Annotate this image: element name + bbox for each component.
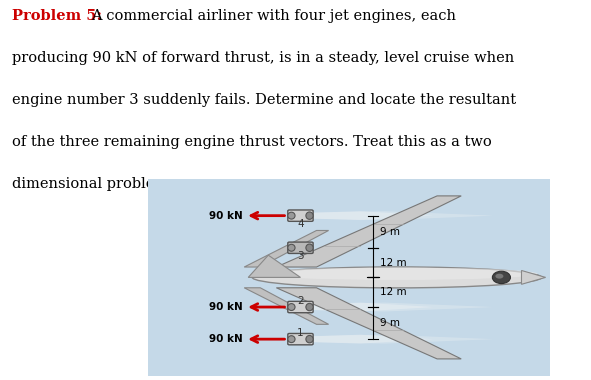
Ellipse shape <box>306 212 313 219</box>
Ellipse shape <box>288 212 295 219</box>
Ellipse shape <box>288 244 295 251</box>
Text: A commercial airliner with four jet engines, each: A commercial airliner with four jet engi… <box>91 10 456 24</box>
FancyBboxPatch shape <box>288 242 313 253</box>
Text: 12 m: 12 m <box>380 258 407 268</box>
Text: 2: 2 <box>297 296 304 306</box>
Ellipse shape <box>495 274 504 279</box>
Polygon shape <box>313 211 493 220</box>
Text: engine number 3 suddenly fails. Determine and locate the resultant: engine number 3 suddenly fails. Determin… <box>12 93 516 107</box>
FancyBboxPatch shape <box>288 210 313 221</box>
Ellipse shape <box>306 303 313 311</box>
Polygon shape <box>313 335 433 344</box>
Text: 9 m: 9 m <box>380 227 400 237</box>
Text: 90 kN: 90 kN <box>209 334 243 344</box>
Polygon shape <box>313 335 493 344</box>
Text: of the three remaining engine thrust vectors. Treat this as a two: of the three remaining engine thrust vec… <box>12 135 491 149</box>
Ellipse shape <box>306 336 313 343</box>
Polygon shape <box>313 302 493 312</box>
Text: 1: 1 <box>297 328 304 338</box>
Ellipse shape <box>288 304 295 310</box>
Polygon shape <box>277 288 461 359</box>
Polygon shape <box>248 255 300 277</box>
Ellipse shape <box>252 267 541 288</box>
Polygon shape <box>244 288 329 325</box>
Ellipse shape <box>492 271 511 283</box>
Text: producing 90 kN of forward thrust, is in a steady, level cruise when: producing 90 kN of forward thrust, is in… <box>12 51 514 65</box>
Polygon shape <box>521 271 545 284</box>
Text: 9 m: 9 m <box>380 318 400 328</box>
Polygon shape <box>244 230 329 267</box>
Polygon shape <box>313 302 433 312</box>
Polygon shape <box>313 211 433 220</box>
Ellipse shape <box>256 268 538 280</box>
FancyBboxPatch shape <box>288 334 313 345</box>
Text: 12 m: 12 m <box>380 287 407 297</box>
Text: 90 kN: 90 kN <box>209 302 243 312</box>
Text: 90 kN: 90 kN <box>209 211 243 221</box>
Ellipse shape <box>288 336 295 343</box>
FancyBboxPatch shape <box>288 301 313 313</box>
Text: 4: 4 <box>297 219 304 229</box>
Text: 3: 3 <box>297 252 304 261</box>
Polygon shape <box>277 196 461 267</box>
Ellipse shape <box>306 244 313 252</box>
Text: dimensional problem.: dimensional problem. <box>12 177 173 191</box>
Text: Problem 5:: Problem 5: <box>12 10 102 24</box>
